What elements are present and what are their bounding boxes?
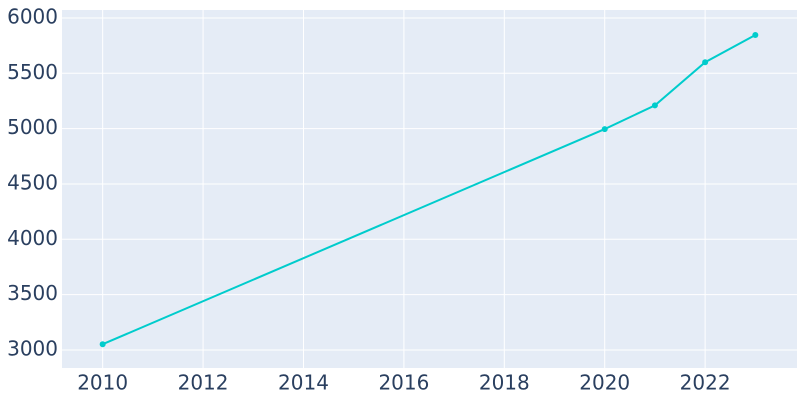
data-point <box>702 59 709 66</box>
x-tick-label: 2022 <box>680 371 731 395</box>
x-tick-label: 2016 <box>378 371 429 395</box>
y-tick-label: 4000 <box>7 226 58 250</box>
y-tick-label: 4500 <box>7 170 58 194</box>
data-point <box>752 32 759 39</box>
x-tick-label: 2010 <box>77 371 128 395</box>
x-tick-label: 2012 <box>178 371 229 395</box>
y-tick-label: 3000 <box>7 336 58 360</box>
data-point <box>601 126 608 133</box>
x-tick-label: 2014 <box>278 371 329 395</box>
data-point <box>99 341 106 348</box>
y-tick-label: 5500 <box>7 60 58 84</box>
y-tick-label: 3500 <box>7 281 58 305</box>
data-point <box>651 102 658 109</box>
x-tick-label: 2020 <box>579 371 630 395</box>
y-tick-label: 6000 <box>7 4 58 28</box>
y-tick-label: 5000 <box>7 115 58 139</box>
x-tick-label: 2018 <box>479 371 530 395</box>
